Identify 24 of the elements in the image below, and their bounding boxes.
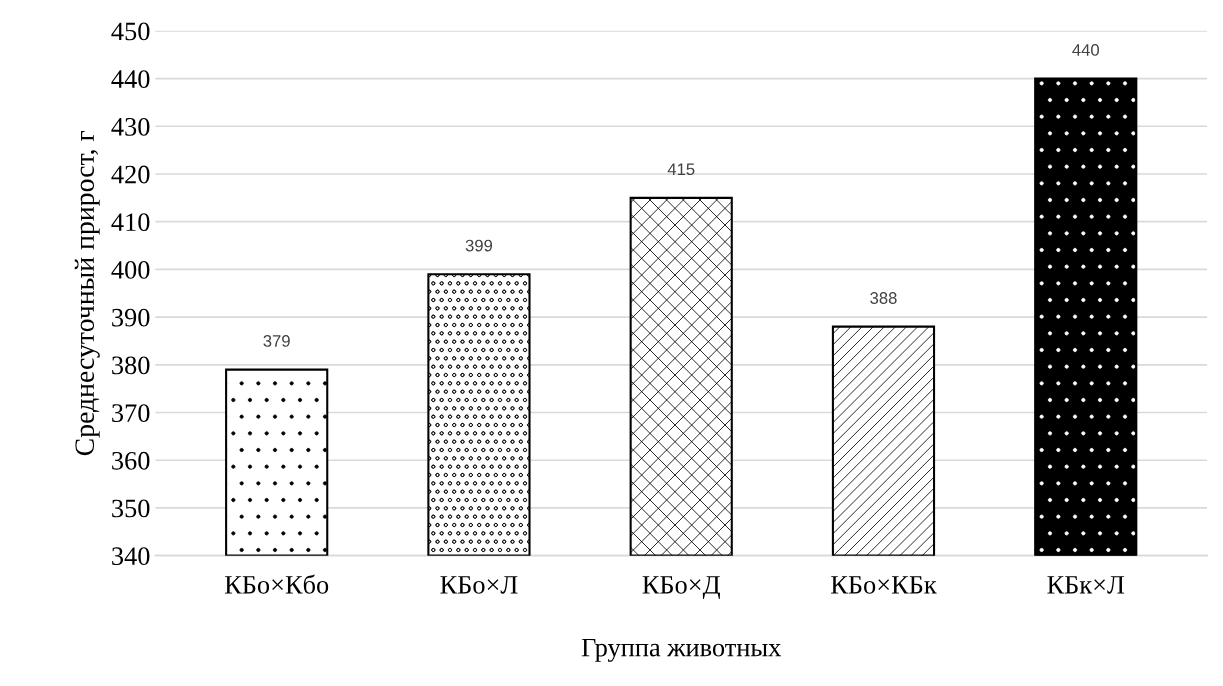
x-tick-label: КБо×Д (642, 576, 720, 600)
y-tick-label: 410 (111, 213, 150, 232)
x-tick-label: КБо×КБк (831, 576, 937, 594)
y-tick-label: 440 (111, 70, 150, 88)
data-label: 379 (263, 335, 290, 347)
data-label: 440 (1072, 44, 1099, 56)
y-tick-label: 430 (111, 117, 150, 136)
x-tick-label: КБк×Л (1047, 576, 1125, 594)
x-axis-title: Группа животных (581, 638, 782, 662)
y-tick-label: 380 (112, 356, 150, 375)
x-tick-label: КБо×Л (440, 576, 518, 594)
y-tick-label: 340 (112, 547, 150, 566)
data-label: 399 (465, 239, 493, 252)
data-label: 415 (667, 163, 695, 176)
y-tick-label: 360 (112, 451, 150, 470)
x-tick-label: КБо×Кбо (224, 574, 329, 594)
y-tick-label: 370 (112, 404, 150, 422)
y-tick-label: 400 (111, 261, 150, 279)
y-tick-label: 390 (112, 308, 150, 327)
data-label: 388 (870, 292, 897, 304)
y-tick-label: 450 (111, 22, 150, 41)
y-tick-label: 420 (111, 165, 150, 184)
y-axis-title: Среднесуточный прирост, г (74, 130, 100, 456)
y-tick-label: 350 (112, 499, 150, 518)
